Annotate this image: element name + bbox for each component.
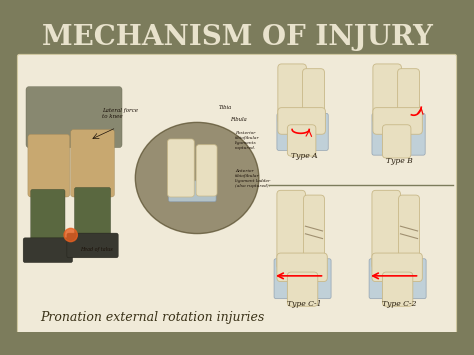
FancyBboxPatch shape	[196, 145, 217, 196]
Bar	[12, 9, 462, 54]
FancyBboxPatch shape	[303, 195, 324, 264]
FancyBboxPatch shape	[372, 253, 422, 282]
FancyBboxPatch shape	[168, 139, 194, 197]
FancyBboxPatch shape	[74, 187, 110, 241]
FancyBboxPatch shape	[398, 69, 419, 121]
FancyBboxPatch shape	[274, 259, 331, 299]
FancyBboxPatch shape	[278, 64, 306, 124]
FancyBboxPatch shape	[372, 190, 401, 269]
Ellipse shape	[135, 122, 259, 234]
Text: Lateral force
to knee: Lateral force to knee	[102, 108, 138, 119]
FancyBboxPatch shape	[277, 113, 328, 151]
Text: Pronation external rotation injuries: Pronation external rotation injuries	[40, 311, 264, 324]
Text: Fibula: Fibula	[230, 117, 247, 122]
FancyBboxPatch shape	[372, 113, 425, 155]
Text: Type C-2: Type C-2	[382, 300, 417, 308]
Bar	[12, 332, 462, 346]
FancyBboxPatch shape	[278, 108, 325, 134]
FancyBboxPatch shape	[277, 190, 305, 269]
Text: Type B: Type B	[386, 157, 413, 165]
Text: Tibia: Tibia	[219, 105, 232, 110]
Text: Anterior
tibiofibular
ligament ladder
(also ruptured).: Anterior tibiofibular ligament ladder (a…	[235, 169, 270, 189]
Text: Type C-1: Type C-1	[287, 300, 322, 308]
Text: Posterior
tibiofibular
ligaments
ruptured.: Posterior tibiofibular ligaments rupture…	[235, 131, 260, 151]
FancyBboxPatch shape	[18, 54, 456, 337]
FancyBboxPatch shape	[277, 253, 327, 282]
FancyBboxPatch shape	[23, 238, 73, 263]
FancyBboxPatch shape	[302, 69, 324, 121]
FancyBboxPatch shape	[373, 64, 401, 124]
FancyBboxPatch shape	[67, 233, 118, 258]
FancyBboxPatch shape	[71, 130, 114, 197]
FancyBboxPatch shape	[169, 181, 216, 202]
FancyBboxPatch shape	[383, 272, 413, 306]
Circle shape	[64, 228, 77, 242]
FancyBboxPatch shape	[373, 108, 422, 134]
FancyBboxPatch shape	[31, 189, 65, 245]
FancyBboxPatch shape	[287, 272, 318, 306]
FancyBboxPatch shape	[369, 259, 426, 299]
FancyBboxPatch shape	[287, 125, 316, 156]
FancyBboxPatch shape	[26, 87, 122, 148]
FancyBboxPatch shape	[383, 125, 411, 158]
Text: Head of talus: Head of talus	[80, 247, 113, 252]
FancyBboxPatch shape	[399, 195, 419, 264]
Text: Type A: Type A	[291, 152, 318, 160]
Text: MECHANISM OF INJURY: MECHANISM OF INJURY	[42, 23, 432, 51]
FancyBboxPatch shape	[28, 134, 70, 197]
